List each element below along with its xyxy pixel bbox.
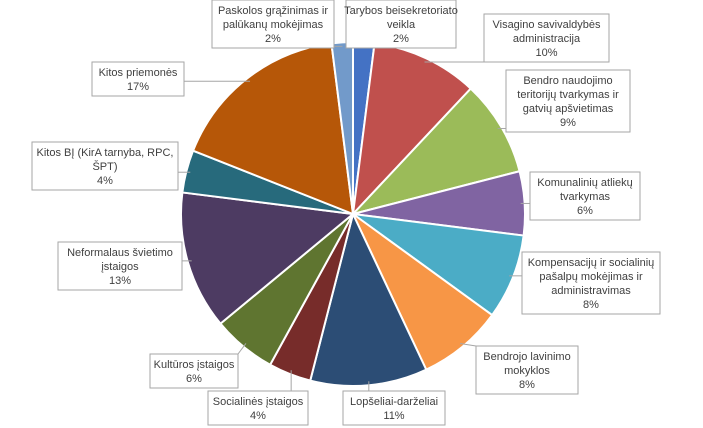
data-label-percent: 11% [383,410,404,422]
data-label-box [483,13,610,63]
data-label-text: Socialinės įstaigos [213,396,304,408]
data-label-percent: 8% [583,299,599,311]
data-label-text: Kultūros įstaigos [154,359,235,371]
data-label-percent: 6% [186,373,202,385]
data-label-box [91,61,185,97]
data-label-box [505,69,631,133]
pie-slice [349,87,521,216]
data-label-text: ŠPT) [92,160,117,173]
data-label-box [521,251,661,315]
data-label-box [345,0,457,49]
data-label-text: Komunalinių atliekų [537,177,632,189]
data-label-box [211,0,335,49]
data-labels: Tarybos beisekretoriato veikla 2% Visagino … [31,0,661,426]
data-label-box [149,353,239,389]
data-label-text: Kitos BĮ (KirA tarnyba, RPC, [37,147,174,159]
pie-slice [180,191,356,326]
data-label-box [342,390,446,426]
data-label-box [475,345,579,395]
leader-line [460,342,477,347]
data-label-text: Kompensacijų ir socialinių [528,257,655,269]
data-label-percent: 9% [560,117,576,129]
data-label-text: mokyklos [504,365,550,377]
data-label-text: Visagino savivaldybės [492,19,601,31]
data-label-text: Bendro naudojimo [523,75,612,87]
data-label-text: gatvių apšvietimas [523,103,614,115]
data-label-percent: 2% [393,33,409,45]
data-label-percent: 6% [577,205,593,217]
data-label-text: Kitos priemonės [99,67,178,79]
data-label-percent: 13% [109,275,131,287]
data-label-text: Bendrojo lavinimo [483,351,570,363]
data-label-percent: 2% [265,33,281,45]
data-label-text: teritorijų tvarkymas ir [517,89,619,101]
data-label-box [57,241,183,291]
data-label-text: administravimas [551,285,631,297]
data-label-text: įstaigos [101,261,139,273]
data-label-percent: 4% [97,175,113,187]
data-label-text: palūkanų mokėjimas [223,19,324,31]
data-label-text: veikla [387,19,416,31]
data-label-box [529,171,641,221]
data-label-text: Paskolos grąžinimas ir [218,5,328,17]
data-label-percent: 4% [250,410,266,422]
data-label-text: tvarkymas [560,191,611,203]
data-label-percent: 8% [519,379,535,391]
data-label-text: Lopšeliai-darželiai [350,396,438,408]
data-label-box [31,141,179,191]
data-label-text: pašalpų mokėjimas ir [539,271,643,283]
leader-lines [178,45,530,391]
data-label-text: Neformalaus švietimo [67,247,173,259]
data-label-percent: 17% [127,81,149,93]
data-label-percent: 10% [535,47,557,59]
leader-line [237,343,247,355]
data-label-text: Tarybos beisekretoriato [344,5,458,17]
pie-slices [180,40,526,387]
data-label-box [207,390,309,426]
data-label-text: administracija [513,33,581,45]
